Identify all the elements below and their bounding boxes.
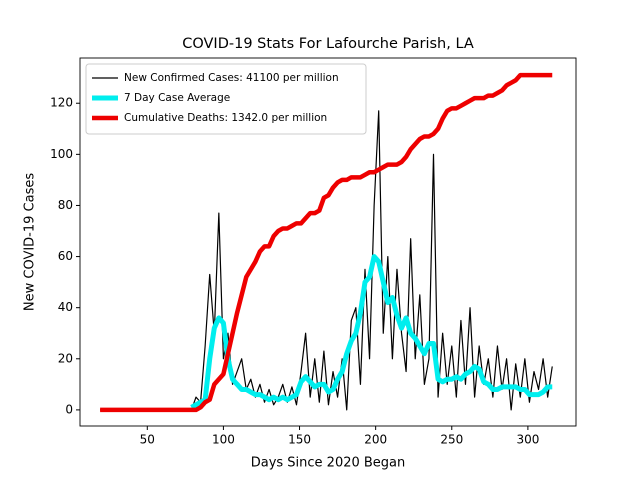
y-tick-label: 120 bbox=[50, 96, 73, 110]
legend-label: Cumulative Deaths: 1342.0 per million bbox=[124, 112, 327, 124]
axes-frame bbox=[79, 57, 577, 427]
chart-title: COVID-19 Stats For Lafourche Parish, LA bbox=[182, 36, 474, 52]
x-tick-label: 150 bbox=[288, 433, 311, 447]
x-tick-label: 100 bbox=[212, 433, 235, 447]
y-tick-label: 40 bbox=[58, 300, 73, 314]
y-tick-label: 100 bbox=[50, 147, 73, 161]
x-tick-label: 250 bbox=[440, 433, 463, 447]
x-tick-label: 300 bbox=[516, 433, 539, 447]
legend-label: New Confirmed Cases: 41100 per million bbox=[124, 72, 339, 84]
x-tick-label: 200 bbox=[364, 433, 387, 447]
y-tick-label: 0 bbox=[65, 402, 73, 416]
legend-box bbox=[85, 63, 367, 135]
series-line bbox=[100, 110, 553, 411]
plot-area bbox=[100, 72, 553, 413]
legend-label: 7 Day Case Average bbox=[124, 92, 230, 104]
x-axis-label: Days Since 2020 Began bbox=[251, 456, 406, 471]
y-tick-label: 80 bbox=[58, 198, 73, 212]
y-tick-label: 60 bbox=[58, 249, 73, 263]
y-tick-label: 20 bbox=[58, 351, 73, 365]
x-tick-label: 50 bbox=[140, 433, 155, 447]
legend: New Confirmed Cases: 41100 per million 7 … bbox=[85, 63, 367, 135]
y-axis-label: New COVID-19 Cases bbox=[23, 173, 38, 311]
series-line bbox=[100, 72, 553, 413]
series-line bbox=[190, 254, 553, 410]
